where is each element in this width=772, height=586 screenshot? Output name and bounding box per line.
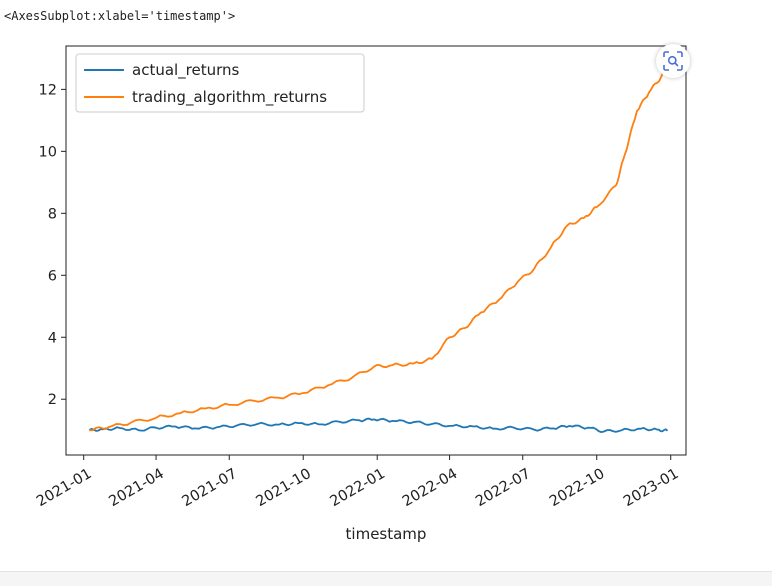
x-tick-label: 2021-01: [34, 466, 94, 510]
legend-label-trading_algorithm_returns: trading_algorithm_returns: [132, 88, 327, 107]
scan-magnify-icon: [663, 51, 683, 71]
legend: actual_returns trading_algorithm_returns: [75, 53, 365, 113]
legend-label-actual_returns: actual_returns: [132, 61, 240, 80]
x-axis-label: timestamp: [346, 525, 427, 543]
series-line-trading_algorithm_returns: [89, 64, 670, 432]
series-layer: [88, 64, 670, 434]
cell-footer-bar: [0, 571, 772, 586]
x-tick-label: 2022-10: [547, 466, 607, 510]
output-repr-text: <AxesSubplot:xlabel='timestamp'>: [4, 9, 236, 23]
legend-box: [75, 53, 365, 113]
y-tick-label: 2: [48, 392, 57, 408]
x-tick-label: 2021-07: [180, 466, 240, 510]
zoom-image-button[interactable]: [656, 44, 690, 78]
series-line-actual_returns: [88, 417, 669, 434]
y-tick-label: 6: [48, 268, 57, 284]
x-axis-ticks: 2021-01 2021-04 2021-07 2021-10 2022-01 2022-…: [34, 455, 682, 510]
x-tick-label: 2022-07: [473, 466, 533, 510]
x-tick-label: 2022-01: [328, 466, 388, 510]
y-axis-ticks: 2 4 6 8 10 12: [39, 82, 66, 408]
x-tick-label: 2021-04: [106, 466, 166, 510]
y-tick-label: 10: [39, 144, 57, 160]
axes-frame: [65, 45, 687, 456]
y-tick-label: 12: [39, 82, 57, 98]
x-tick-label: 2022-04: [400, 466, 460, 510]
y-tick-label: 4: [48, 330, 57, 346]
x-tick-label: 2023-01: [621, 466, 681, 510]
x-tick-label: 2021-10: [254, 466, 314, 510]
y-tick-label: 8: [48, 206, 57, 222]
